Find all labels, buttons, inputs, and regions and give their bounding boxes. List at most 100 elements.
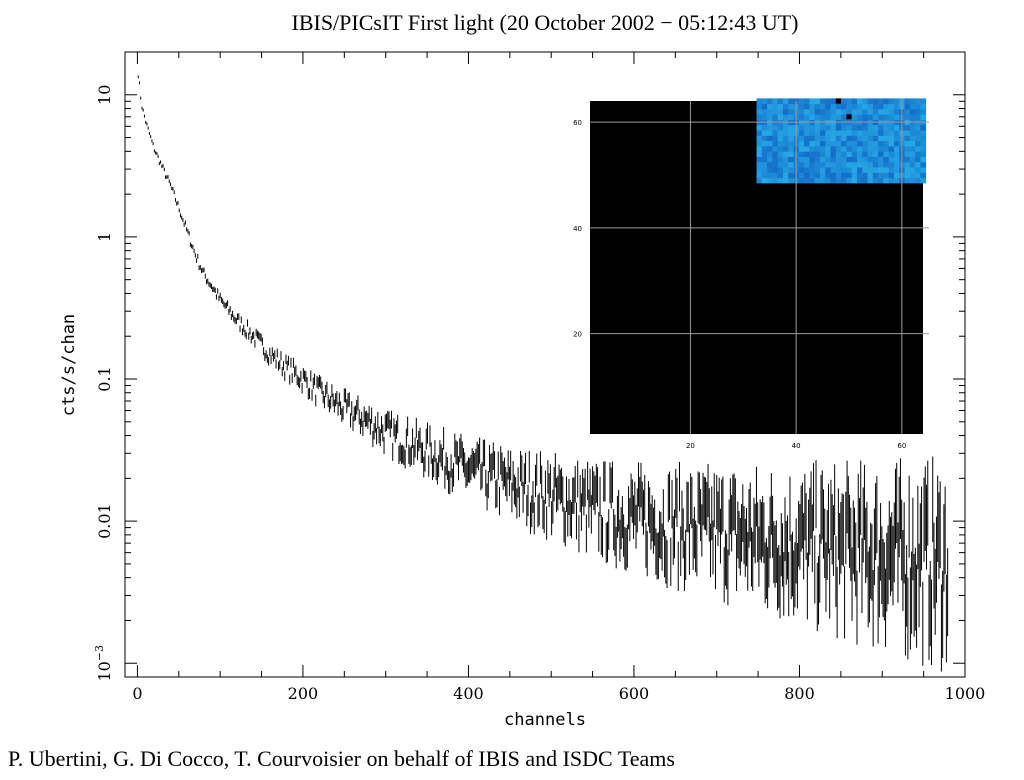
- detector-pixel: [846, 172, 853, 179]
- detector-pixel: [809, 151, 816, 157]
- detector-pixel: [814, 172, 821, 179]
- y-axis-label: cts/s/chan: [59, 314, 79, 416]
- detector-pixel: [846, 145, 853, 152]
- detector-pixel: [767, 130, 773, 136]
- detector-pixel: [825, 161, 831, 168]
- detector-pixel: [804, 114, 810, 120]
- detector-pixel: [893, 124, 900, 131]
- detector-pixel: [920, 124, 927, 131]
- detector-pixel: [862, 161, 868, 168]
- detector-pixel: [756, 167, 763, 173]
- detector-pixel: [777, 130, 784, 136]
- spectrum-chart: 0 200 400 600 800 1000 10−3 0.01 0.1 1 10 channel…: [59, 51, 985, 730]
- detector-pixel: [798, 145, 805, 152]
- detector-pixel: [777, 145, 784, 152]
- detector-pixel: [909, 140, 916, 147]
- detector-pixel: [835, 108, 842, 115]
- detector-pixel: [825, 114, 831, 120]
- detector-pixel: [835, 177, 842, 184]
- detector-pixel: [904, 140, 911, 147]
- detector-pixel: [862, 177, 868, 184]
- detector-pixel: [841, 151, 847, 157]
- detector-pixel: [782, 140, 789, 147]
- detector-pixel: [872, 98, 879, 105]
- detector-pixel: [878, 114, 884, 120]
- detector-pixel: [809, 140, 816, 147]
- detector-pixel: [909, 177, 916, 184]
- detector-pixel: [883, 135, 890, 142]
- detector-pixel: [883, 145, 890, 152]
- detector-pixel: [862, 114, 868, 120]
- y-tick-label: 10: [95, 85, 114, 105]
- detector-pixel: [767, 103, 773, 110]
- detector-pixel: [756, 177, 763, 184]
- detector-pixel: [825, 135, 831, 142]
- detector-pixel: [804, 124, 810, 131]
- detector-pixel: [851, 156, 858, 163]
- detector-pixel: [888, 108, 895, 115]
- detector-pixel: [772, 151, 779, 157]
- dead-pixel: [835, 98, 842, 104]
- detector-pixel: [804, 177, 810, 184]
- detector-pixel: [920, 130, 927, 136]
- detector-pixel: [909, 172, 916, 179]
- detector-pixel: [878, 103, 884, 110]
- detector-pixel: [867, 140, 874, 147]
- detector-pixel: [756, 108, 763, 115]
- detector-pixel: [888, 156, 895, 163]
- detector-pixel: [920, 156, 927, 163]
- detector-pixel: [782, 145, 789, 152]
- detector-pixel: [888, 103, 895, 110]
- detector-pixel: [814, 114, 821, 120]
- detector-pixel: [798, 98, 805, 105]
- detector-pixel: [867, 98, 874, 105]
- detector-pixel: [904, 124, 911, 131]
- detector-pixel: [825, 156, 831, 163]
- detector-pixel: [767, 151, 773, 157]
- detector-pixel: [841, 161, 847, 168]
- detector-pixel: [893, 103, 900, 110]
- detector-pixel: [804, 145, 810, 152]
- detector-pixel: [872, 103, 879, 110]
- detector-pixel: [788, 114, 794, 120]
- detector-pixel: [915, 156, 921, 163]
- detector-pixel: [909, 108, 916, 115]
- detector-pixel: [878, 98, 884, 105]
- detector-pixel: [883, 172, 890, 179]
- detector-pixel: [888, 124, 895, 131]
- detector-pixel: [851, 135, 858, 142]
- detector-pixel: [867, 124, 874, 131]
- detector-pixel: [835, 156, 842, 163]
- detector-pixel: [867, 167, 874, 173]
- detector-pixel: [878, 140, 884, 147]
- detector-pixel: [893, 130, 900, 136]
- dead-pixel: [846, 114, 852, 120]
- detector-pixel: [782, 172, 789, 179]
- detector-pixel: [904, 114, 911, 120]
- detector-pixel: [856, 151, 863, 157]
- detector-pixel: [814, 161, 821, 168]
- detector-pixel: [788, 98, 794, 105]
- detector-pixel: [819, 140, 826, 147]
- active-pixel-region: [756, 98, 927, 184]
- detector-pixel: [841, 167, 847, 173]
- detector-pixel: [904, 156, 911, 163]
- detector-pixel: [825, 103, 831, 110]
- detector-pixel: [893, 140, 900, 147]
- detector-pixel: [878, 167, 884, 173]
- detector-pixel: [819, 161, 826, 168]
- detector-pixel: [920, 177, 927, 184]
- detector-pixel: [872, 151, 879, 157]
- detector-pixel: [851, 177, 858, 184]
- detector-pixel: [904, 135, 911, 142]
- inset-x-tick-label: 60: [897, 442, 906, 450]
- detector-pixel: [814, 177, 821, 184]
- detector-pixel: [862, 124, 868, 131]
- detector-pixel: [904, 167, 911, 173]
- detector-pixel: [846, 108, 853, 115]
- detector-pixel: [809, 135, 816, 142]
- detector-pixel: [909, 130, 916, 136]
- detector-pixel: [851, 98, 858, 105]
- detector-pixel: [825, 140, 831, 147]
- detector-pixel: [777, 103, 784, 110]
